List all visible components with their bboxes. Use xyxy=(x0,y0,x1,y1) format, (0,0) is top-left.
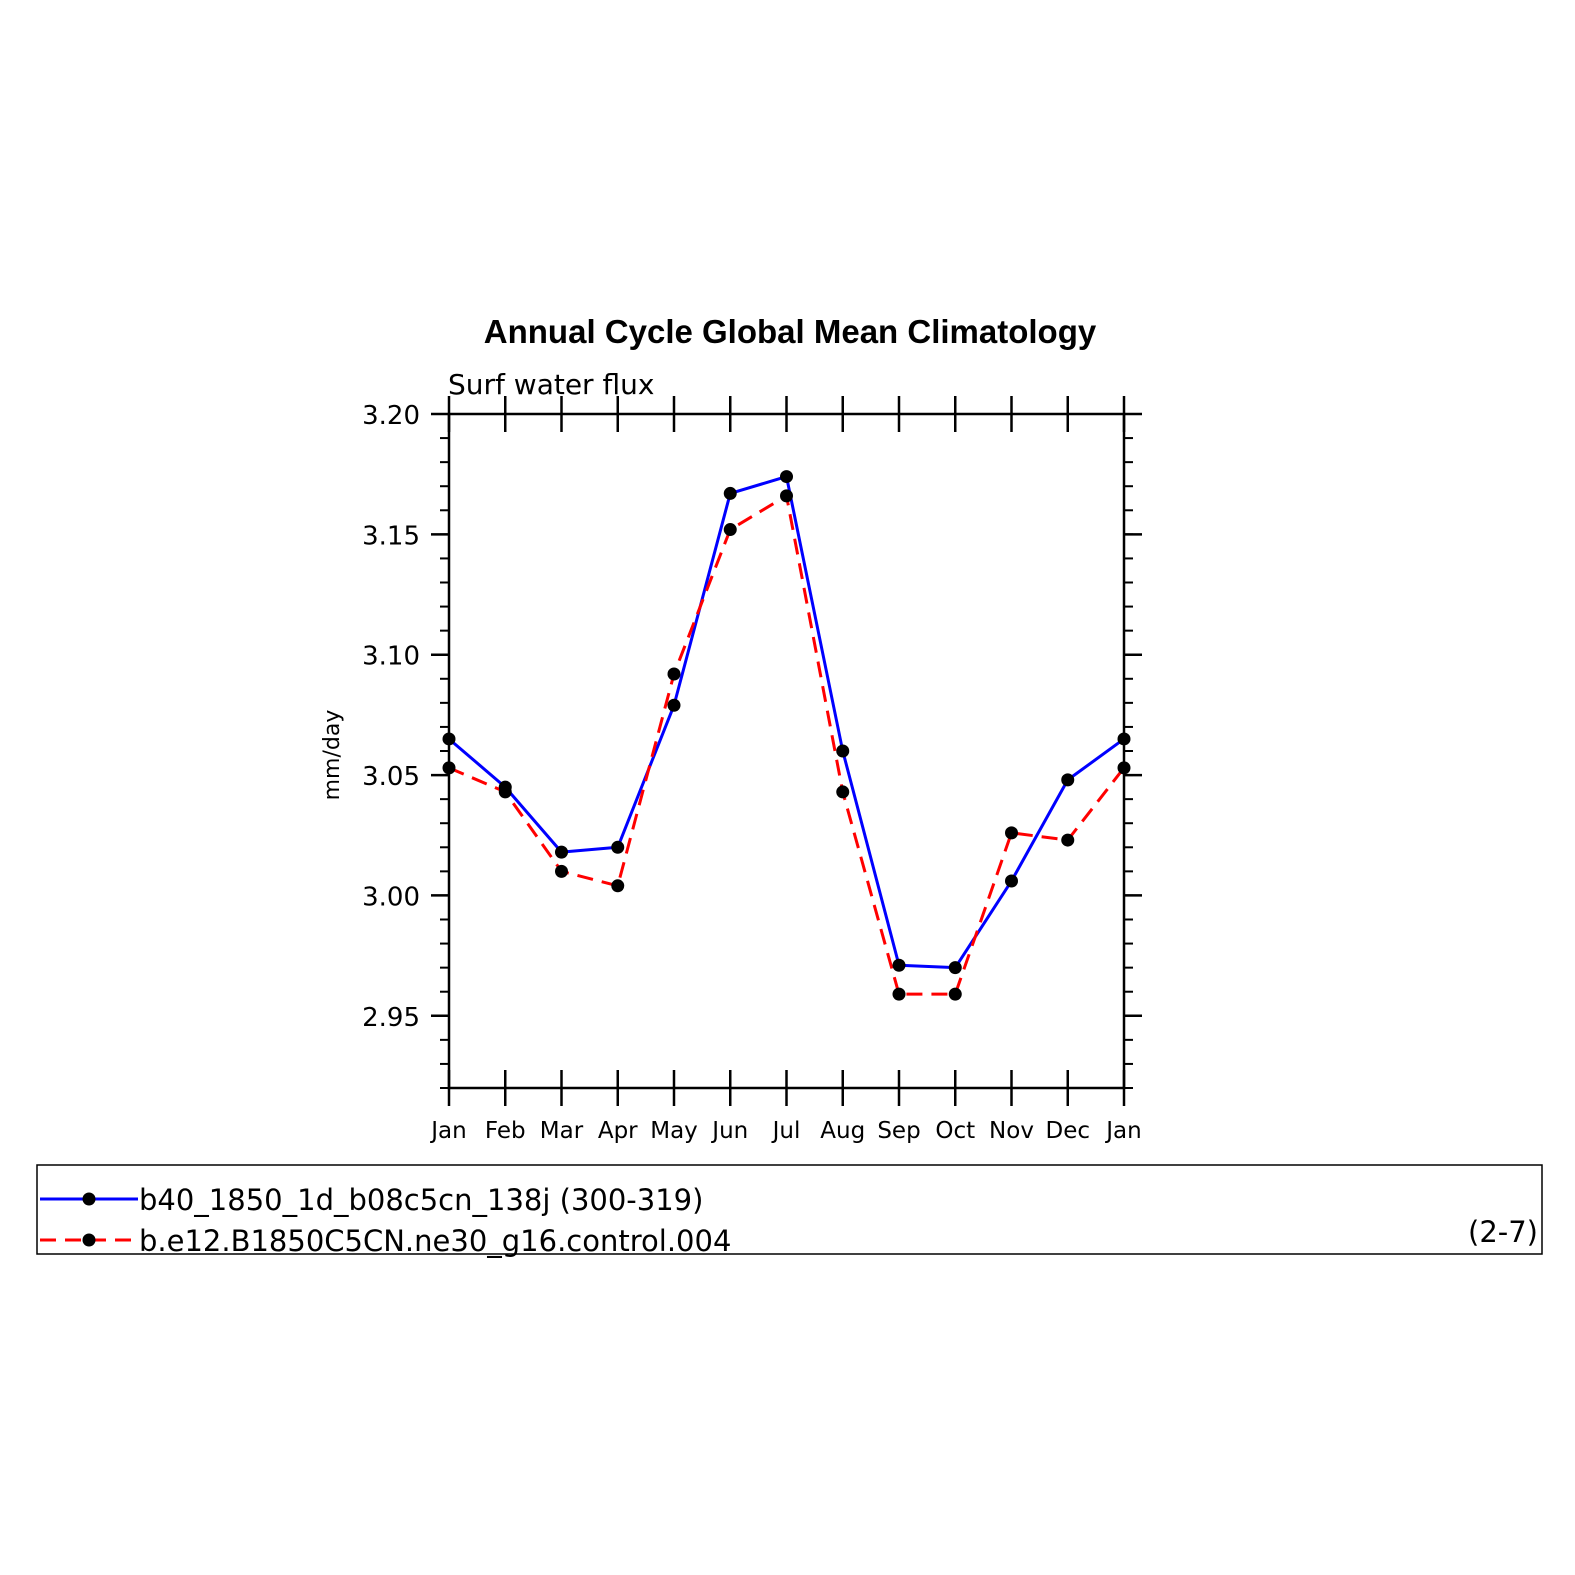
series-2-marker xyxy=(1005,826,1018,840)
x-tick-label: Feb xyxy=(485,1118,526,1144)
series-1-marker xyxy=(442,732,456,746)
series-2-marker xyxy=(780,489,793,503)
series-1-marker xyxy=(667,698,681,712)
x-tick-labels: Jan Feb Mar Apr May Jun Jul Aug Sep Oct Nov Dec Jan xyxy=(429,1118,1141,1144)
series-2-marker xyxy=(836,785,850,799)
legend-marker-1 xyxy=(82,1192,96,1206)
y-tick-label: 3.10 xyxy=(362,642,420,672)
x-tick-label: Jan xyxy=(429,1118,466,1144)
chart-subtitle: Surf water flux xyxy=(448,368,654,401)
x-tick-label: Apr xyxy=(598,1118,638,1144)
x-tick-label: Mar xyxy=(540,1118,584,1144)
y-tick-label: 3.20 xyxy=(362,401,420,431)
legend-label-2: b.e12.B1850C5CN.ne30_g16.control.004 xyxy=(139,1224,731,1258)
major-ticks xyxy=(431,396,1142,1106)
y-axis-label: mm/day xyxy=(320,710,345,801)
x-tick-label: Jan xyxy=(1104,1118,1141,1144)
plot-frame xyxy=(447,412,1126,1090)
x-tick-label: Aug xyxy=(820,1118,865,1144)
series-1-marker xyxy=(836,744,850,758)
series-2-marker xyxy=(667,667,681,681)
y-tick-label: 3.05 xyxy=(362,762,420,792)
series-1-marker xyxy=(1117,732,1131,746)
series-1-marker xyxy=(723,486,737,500)
series-1-marker xyxy=(780,470,793,484)
legend-label-1: b40_1850_1d_b08c5cn_138j (300-319) xyxy=(139,1183,703,1217)
y-tick-label: 3.00 xyxy=(362,882,420,912)
x-tick-label: Nov xyxy=(989,1118,1034,1144)
series-2-marker xyxy=(1061,833,1075,847)
y-tick-label: 3.15 xyxy=(362,521,420,551)
series-layer xyxy=(442,470,1131,1001)
series-2-marker xyxy=(892,987,906,1001)
series-line-1 xyxy=(448,475,1125,970)
series-2-marker xyxy=(442,761,456,775)
series-1-marker xyxy=(555,845,568,859)
legend-marker-2 xyxy=(82,1233,96,1247)
x-tick-label: Sep xyxy=(877,1118,920,1144)
series-1-marker xyxy=(1061,773,1075,787)
x-tick-label: Jun xyxy=(710,1118,748,1144)
series-2-marker xyxy=(555,864,568,878)
x-tick-label: May xyxy=(650,1118,698,1144)
y-tick-labels: 3.20 3.15 3.10 3.05 3.00 2.95 xyxy=(362,401,420,1033)
series-2-marker xyxy=(948,987,962,1001)
series-1-marker xyxy=(948,961,962,975)
x-tick-label: Jul xyxy=(771,1118,801,1144)
chart-title: Annual Cycle Global Mean Climatology xyxy=(484,313,1097,350)
legend-items: b40_1850_1d_b08c5cn_138j (300-319) b.e12.… xyxy=(40,1183,731,1258)
x-tick-label: Oct xyxy=(935,1118,975,1144)
y-tick-label: 2.95 xyxy=(362,1003,420,1033)
x-tick-label: Dec xyxy=(1045,1118,1090,1144)
series-2-marker xyxy=(498,785,512,799)
legend-box xyxy=(36,1164,1543,1255)
series-1-marker xyxy=(1005,874,1018,888)
legend-annotation: (2-7) xyxy=(1468,1215,1538,1249)
series-2-marker xyxy=(723,523,737,537)
series-2-marker xyxy=(1117,761,1131,775)
series-1-marker xyxy=(892,958,906,972)
y-minor-ticks xyxy=(440,413,1133,1089)
series-1-marker xyxy=(611,840,625,854)
series-line-2 xyxy=(448,494,1126,996)
series-2-marker xyxy=(611,879,625,893)
